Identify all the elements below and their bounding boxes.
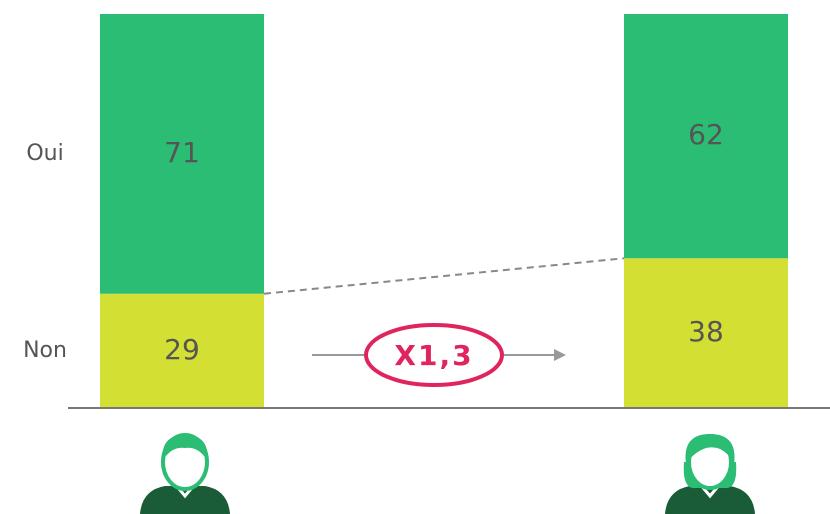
bar-segment xyxy=(624,14,788,259)
value-label: 62 xyxy=(688,118,724,151)
female-icon xyxy=(665,434,755,514)
bar-segment xyxy=(624,258,788,408)
bar-segment xyxy=(100,293,264,408)
value-label: 38 xyxy=(688,315,724,348)
bar-segment xyxy=(100,14,264,294)
male-icon xyxy=(140,433,230,514)
connector xyxy=(263,257,625,295)
series-label: Non xyxy=(23,338,67,363)
value-label: 29 xyxy=(164,333,200,366)
value-label: 71 xyxy=(164,136,200,169)
arrow-head xyxy=(554,349,566,361)
series-label: Oui xyxy=(26,141,63,166)
annotation: X1,3 xyxy=(394,339,473,372)
annotation-ellipse xyxy=(364,323,504,387)
bars xyxy=(100,14,788,408)
